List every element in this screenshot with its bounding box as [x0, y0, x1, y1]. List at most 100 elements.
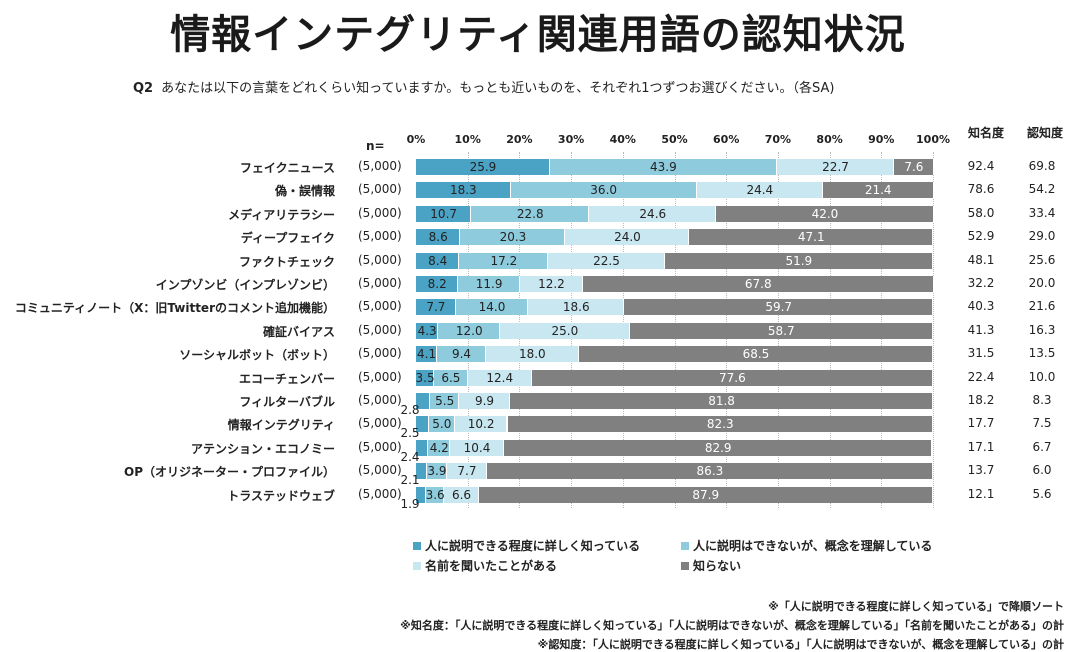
gridline: [933, 152, 934, 508]
sample-size: (5,000): [358, 205, 402, 220]
bar-segment: [471, 205, 590, 222]
n-label: n=: [366, 139, 385, 153]
bar-segment: [458, 393, 511, 409]
bar-segment: [428, 416, 455, 433]
bar-segment: [582, 276, 934, 292]
bar-segment: [531, 369, 933, 386]
legend-item: 人に説明はできないが、概念を理解している: [681, 537, 932, 554]
data-label: 4.1: [417, 347, 437, 362]
note-awareness: ※知名度：「人に説明できる程度に詳しく知っている」「人に説明はできないが、概念を…: [400, 619, 1064, 632]
recognition-value: 5.6: [1032, 486, 1052, 501]
sample-size: (5,000): [358, 416, 402, 431]
sample-size: (5,000): [358, 229, 402, 244]
recognition-value: 21.6: [1028, 299, 1056, 314]
data-label: 86.3: [696, 464, 724, 479]
legend-item: 人に説明できる程度に詳しく知っている: [413, 537, 640, 554]
legend-label: 人に説明はできないが、概念を理解している: [693, 539, 933, 553]
data-label: 1.9: [400, 496, 420, 511]
data-label: 11.9: [475, 277, 503, 291]
bar-segment: [455, 299, 529, 316]
bar-segment: [416, 463, 427, 480]
bar-segment: [503, 439, 933, 456]
bar-segment: [416, 276, 459, 292]
awareness-header: 知名度: [968, 126, 1005, 140]
bar-segment: [454, 416, 508, 433]
data-label: 7.7: [426, 300, 446, 315]
bar-segment: [548, 252, 665, 269]
bar-segment: [434, 369, 468, 386]
bar-segment: [416, 205, 472, 222]
category-label: フェイクニュース: [239, 161, 335, 175]
data-label: 58.7: [767, 323, 795, 338]
awareness-value: 32.2: [967, 276, 995, 290]
bar-segment: [416, 229, 461, 246]
data-label: 10.7: [430, 206, 458, 221]
x-tick-label: 100%: [916, 133, 950, 146]
data-label: 8.4: [428, 253, 448, 268]
data-label: 2.4: [400, 449, 420, 464]
note-sort: ※「人に説明できる程度に詳しく知っている」で降順ソート: [768, 600, 1064, 613]
sample-size: (5,000): [358, 159, 402, 173]
bar-segment: [447, 463, 487, 480]
bar-segment: [776, 159, 895, 175]
category-label: 情報インテグリティ: [227, 418, 335, 433]
sample-size: (5,000): [358, 182, 402, 197]
bar-segment: [478, 486, 933, 503]
bar-segment: [589, 205, 717, 222]
bar-segment: [486, 463, 933, 480]
recognition-value: 20.0: [1028, 276, 1056, 290]
awareness-value: 78.6: [967, 182, 995, 197]
bar-segment: [416, 439, 429, 456]
data-label: 18.0: [518, 347, 546, 362]
data-label: 81.8: [708, 394, 735, 408]
data-label: 59.7: [765, 300, 793, 315]
category-label: アテンション・エコノミー: [190, 441, 335, 456]
recognition-value: 29.0: [1028, 229, 1056, 244]
bar-segment: [485, 346, 579, 363]
category-label: ディープフェイク: [240, 231, 335, 246]
data-label: 2.5: [400, 426, 420, 441]
bar-segment: [428, 439, 451, 456]
bar-segment: [416, 369, 435, 386]
sample-size: (5,000): [358, 439, 402, 454]
data-label: 67.8: [744, 277, 772, 291]
question-text: Q2 あなたは以下の言葉をどれくらい知っていますか。もっとも近いものを、それぞれ1…: [133, 77, 834, 96]
data-label: 24.0: [614, 230, 641, 245]
data-label: 20.3: [499, 230, 527, 245]
data-label: 82.3: [706, 417, 734, 432]
data-label: 77.6: [719, 370, 746, 385]
legend-swatch: [413, 561, 421, 570]
data-label: 18.3: [449, 183, 477, 198]
data-label: 24.4: [746, 183, 774, 198]
sample-size: (5,000): [358, 463, 402, 478]
sample-size: (5,000): [358, 322, 402, 337]
data-label: 82.9: [704, 440, 732, 455]
legend-label: 人に説明できる程度に詳しく知っている: [425, 539, 641, 553]
awareness-value: 31.5: [967, 346, 995, 361]
legend-label: 名前を聞いたことがある: [425, 559, 558, 573]
bar-segment: [450, 439, 504, 456]
data-label: 4.2: [429, 440, 449, 455]
data-label: 43.9: [650, 160, 677, 174]
bar-segment: [894, 159, 934, 175]
bar-segment: [467, 369, 532, 386]
legend-swatch: [681, 561, 689, 570]
awareness-value: 22.4: [967, 369, 995, 384]
bar-segment: [416, 486, 426, 503]
data-label: 51.9: [785, 253, 813, 268]
sample-size: (5,000): [358, 276, 402, 290]
data-label: 17.2: [490, 253, 518, 268]
bar-segment: [716, 205, 934, 222]
recognition-value: 8.3: [1032, 393, 1052, 407]
data-label: 36.0: [590, 183, 618, 198]
bar-segment: [416, 346, 438, 363]
recognition-value: 69.8: [1028, 159, 1056, 173]
bar-segment: [444, 486, 479, 503]
bar-segment: [438, 322, 501, 339]
bar-segment: [510, 393, 933, 409]
bar-segment: [437, 346, 486, 363]
sample-size: (5,000): [358, 346, 402, 361]
category-label: エコーチェンバー: [238, 371, 335, 386]
data-label: 8.6: [428, 230, 448, 245]
question-body: あなたは以下の言葉をどれくらい知っていますか。もっとも近いものを、それぞれ1つず…: [161, 81, 835, 96]
